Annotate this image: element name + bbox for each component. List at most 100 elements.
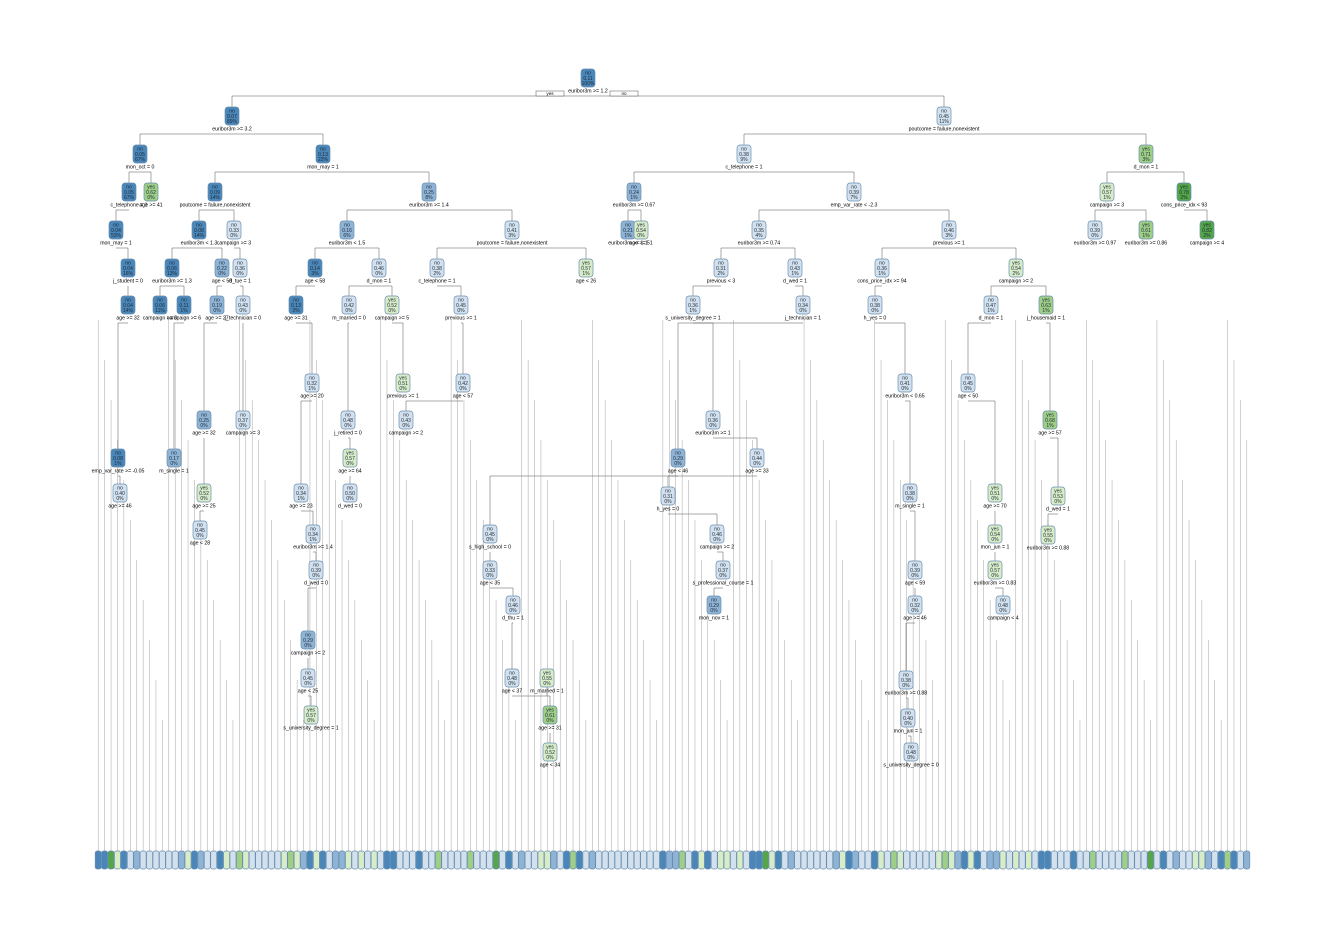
node-class: no xyxy=(347,486,353,492)
node-probability: 0.37 xyxy=(718,568,728,574)
node-box xyxy=(705,410,721,430)
tree-node-n82: no0.390% age < 59 xyxy=(905,560,925,587)
node-class: no xyxy=(171,451,177,457)
node-percent: 0% xyxy=(543,681,551,687)
node-probability: 0.52 xyxy=(545,750,555,756)
leaf-node xyxy=(1070,850,1077,870)
leaf-node xyxy=(1121,850,1129,870)
leaf-node xyxy=(929,850,936,870)
leaf-node xyxy=(1012,850,1020,870)
node-split-rule: j_technician = 0 xyxy=(224,316,261,322)
node-box xyxy=(307,258,323,278)
node-box xyxy=(398,410,414,430)
tree-node-n18: no0.330% campaign >= 3 xyxy=(217,220,251,247)
node-class: no xyxy=(157,298,163,304)
node-class: no xyxy=(718,261,724,267)
node-probability: 0.43 xyxy=(401,418,411,424)
tree-edge xyxy=(633,171,744,183)
leaf-node xyxy=(428,850,436,870)
node-class: no xyxy=(710,413,716,419)
tree-edge xyxy=(461,322,464,374)
node-percent: 2% xyxy=(1203,233,1211,239)
tree-node-n73: no0.310% h_yes = 0 xyxy=(657,486,679,513)
node-percent: 1% xyxy=(297,496,305,502)
node-box xyxy=(304,373,320,393)
tree-edge xyxy=(128,171,140,183)
node-probability: 0.46 xyxy=(712,532,722,538)
node-probability: 0.39 xyxy=(849,190,859,196)
node-split-rule: cons_price_idx >= 94 xyxy=(857,279,906,285)
node-probability: 0.39 xyxy=(311,568,321,574)
node-probability: 0.43 xyxy=(238,303,248,309)
node-percent: 0% xyxy=(902,683,910,689)
node-class: no xyxy=(231,223,237,229)
node-box xyxy=(303,705,319,725)
node-probability: 0.55 xyxy=(542,676,552,682)
node-class: no xyxy=(879,261,885,267)
node-box xyxy=(339,220,355,240)
node-probability: 0.63 xyxy=(1041,303,1051,309)
node-class: no xyxy=(458,298,464,304)
leaf-node xyxy=(550,850,558,870)
node-probability: 0.57 xyxy=(306,713,316,719)
tree-node-n61: no0.420% age < 57 xyxy=(453,373,473,400)
tree-node-n20: no0.413% poutcome = failure,nonexistent xyxy=(477,220,548,247)
tree-node-n91: no0.460% d_thu = 1 xyxy=(502,595,524,622)
node-box xyxy=(196,410,212,430)
node-box xyxy=(224,106,240,126)
tree-node-n13: no0.397% emp_var_rate < -2.3 xyxy=(831,182,878,209)
node-split-rule: age >= 31 xyxy=(284,316,307,322)
tree-edge xyxy=(429,209,513,221)
tree-node-n79: no0.500% d_wed = 0 xyxy=(338,483,362,510)
yes-branch-label: yes xyxy=(546,91,554,96)
node-percent: 0% xyxy=(457,308,465,314)
node-class: no xyxy=(201,413,207,419)
node-box xyxy=(453,295,469,315)
node-class: no xyxy=(912,598,918,604)
leaf-node xyxy=(839,850,846,870)
tree-edge xyxy=(693,322,714,411)
node-split-rule: s_high_school = 0 xyxy=(469,545,511,551)
node-class: yes xyxy=(1054,489,1062,495)
node-percent: 1% xyxy=(1046,423,1054,429)
node-box xyxy=(235,295,251,315)
leaf-node xyxy=(736,850,744,870)
node-box xyxy=(897,373,913,393)
node-percent: 1% xyxy=(114,461,122,467)
leaf-node xyxy=(595,850,603,870)
leaf-node xyxy=(1057,850,1065,870)
tree-edge xyxy=(347,322,349,411)
node-class: no xyxy=(754,451,760,457)
node-class: no xyxy=(714,527,720,533)
node-split-rule: campaign >= 3 xyxy=(217,241,251,247)
node-box xyxy=(846,182,862,202)
node-split-rule: j_retired = 0 xyxy=(333,431,362,437)
tree-node-n71: no0.430% campaign >= 2 xyxy=(389,410,423,437)
node-percent: 1% xyxy=(878,271,886,277)
node-probability: 0.32 xyxy=(910,603,920,609)
node-split-rule: m_married = 0 xyxy=(332,316,366,322)
node-box xyxy=(709,524,725,544)
node-box xyxy=(736,144,752,164)
tree-edge xyxy=(990,285,1016,296)
node-percent: 0% xyxy=(637,233,645,239)
node-probability: 0.36 xyxy=(688,303,698,309)
node-percent: 67% xyxy=(124,195,135,201)
node-box xyxy=(110,448,126,468)
tree-node-n96: no0.480% age < 37 xyxy=(502,668,522,695)
leaf-node xyxy=(223,850,230,870)
node-split-rule: j_housemaid = 1 xyxy=(1026,316,1065,322)
node-box xyxy=(995,595,1011,615)
node-probability: 0.48 xyxy=(998,603,1008,609)
node-probability: 0.36 xyxy=(235,266,245,272)
node-split-rule: c_telephone = 1 xyxy=(418,279,455,285)
node-box xyxy=(685,295,701,315)
leaf-node xyxy=(261,850,269,870)
node-class: no xyxy=(665,489,671,495)
leaf-node xyxy=(858,850,866,870)
tree-node-n63: no0.290% age < 46 xyxy=(668,448,688,475)
